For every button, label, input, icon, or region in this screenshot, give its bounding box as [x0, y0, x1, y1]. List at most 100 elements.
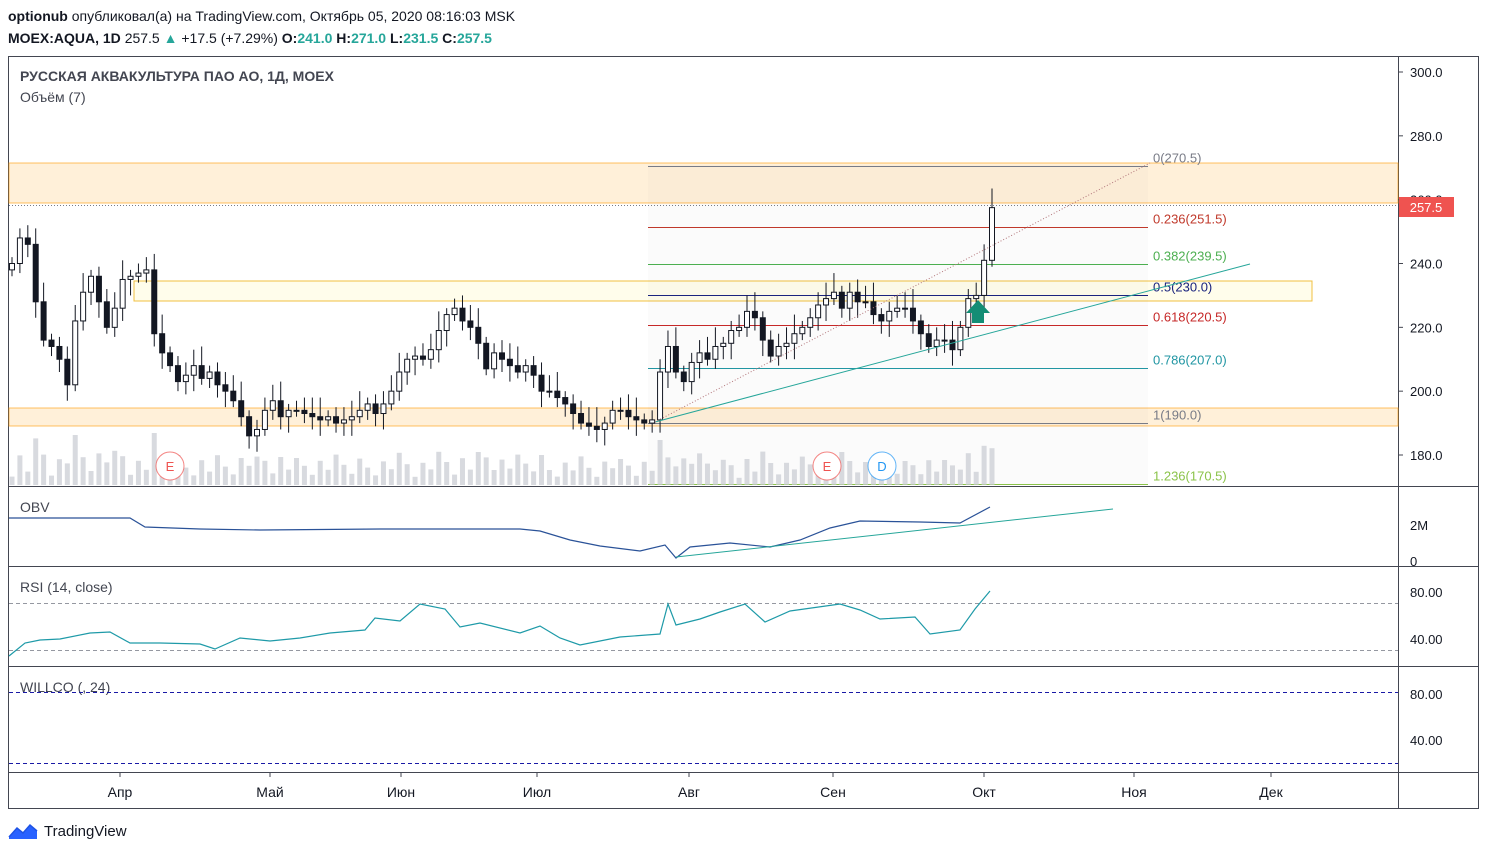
volume-bar	[278, 457, 284, 485]
candle-body	[443, 314, 450, 332]
volume-bar	[191, 475, 197, 485]
price-tick-label: 180.0	[1410, 448, 1443, 463]
volume-bar	[863, 462, 869, 485]
price-tick-label: 280.0	[1410, 129, 1443, 144]
event-marker-earnings-2[interactable]: E	[812, 451, 842, 481]
volume-bar	[981, 445, 987, 485]
fib-retracement[interactable]: 0(270.5) 0.236(251.5) 0.382(239.5) 0.5(230.…	[648, 151, 1227, 485]
volume-bar	[459, 458, 465, 485]
candle-body	[989, 207, 995, 261]
candle-body	[917, 320, 924, 335]
candle-body	[451, 307, 458, 316]
up-arrow-icon[interactable]	[966, 300, 990, 323]
candle-body	[40, 301, 47, 341]
volume-bar	[523, 463, 529, 485]
obv-title: OBV	[20, 499, 50, 515]
volume-bar	[704, 463, 710, 485]
chart-frame	[8, 56, 1479, 809]
volume-bar	[554, 476, 560, 485]
volume-bar	[760, 451, 766, 485]
candle-body	[254, 428, 260, 437]
resistance-zone-top[interactable]	[8, 162, 1399, 204]
candle-body	[206, 371, 213, 379]
volume-bar	[689, 463, 695, 485]
candle-body	[704, 352, 711, 360]
time-axis[interactable]: Апр Май Июн Июл Авг Сен Окт Ноя Дек	[108, 772, 1284, 800]
candle-body	[143, 269, 150, 274]
volume-bar	[341, 464, 347, 485]
candle-body	[56, 345, 63, 360]
volume-bar	[33, 438, 39, 485]
volume-bar	[728, 465, 734, 485]
trend-line-support[interactable]	[654, 263, 1251, 423]
close-label: C:	[442, 30, 457, 46]
open-label: O:	[281, 30, 298, 46]
tradingview-footer[interactable]: TradingView	[8, 822, 127, 840]
publish-info: optionub опубликовал(а) на TradingView.c…	[8, 8, 515, 24]
candle-body	[309, 413, 316, 418]
event-marker-earnings-1[interactable]: E	[155, 451, 185, 481]
candle-body	[317, 416, 324, 421]
candle-body	[799, 326, 806, 335]
volume-bar	[546, 470, 552, 485]
volume-bar	[380, 461, 386, 485]
candle-body	[696, 352, 703, 363]
volume-bar	[649, 470, 655, 485]
candle-body	[759, 317, 766, 341]
candle-body	[483, 342, 490, 370]
fib-level-label: 0.236(251.5)	[1153, 212, 1227, 227]
candle-body	[246, 416, 253, 437]
candle-body	[285, 409, 292, 418]
candle-body	[412, 355, 419, 360]
support-zone[interactable]	[8, 407, 1399, 427]
volume-bar	[483, 457, 489, 485]
volume-bar	[847, 461, 853, 485]
fib-level-label: 0.382(239.5)	[1153, 249, 1227, 264]
candle-body	[633, 416, 640, 421]
time-tick-label: Сен	[820, 784, 846, 800]
candle-body	[949, 339, 956, 351]
volume-bar	[357, 458, 363, 485]
volume-bar	[17, 455, 23, 485]
volume-bar	[918, 474, 924, 485]
candle-body	[103, 301, 110, 328]
volume-bar	[49, 475, 55, 485]
candle-body	[48, 339, 55, 347]
event-marker-dividend[interactable]: D	[867, 451, 897, 481]
candle-body	[293, 409, 300, 412]
volume-bar	[25, 471, 31, 485]
volume-bar	[855, 472, 861, 485]
volume-bar	[317, 460, 323, 485]
trend-line-dotted[interactable]	[654, 162, 1151, 423]
candle-body	[807, 317, 814, 328]
volume-bar	[444, 462, 450, 485]
volume-bar	[246, 465, 252, 485]
volume-bar	[404, 464, 410, 485]
volume-bar	[515, 454, 521, 485]
candle-body	[562, 397, 569, 405]
candle-body	[198, 365, 205, 379]
candle-body	[728, 330, 735, 344]
candle-body	[9, 263, 15, 271]
candle-body	[736, 326, 743, 332]
obv-tick-2m: 2M	[1410, 518, 1428, 533]
volume-bar	[420, 462, 426, 485]
candle-body	[862, 301, 869, 304]
candle-body	[688, 361, 695, 383]
willco-tick-40: 40.00	[1410, 733, 1443, 748]
price-tick-label: 220.0	[1410, 320, 1443, 335]
candle-body	[72, 320, 79, 386]
obv-trend-line[interactable]	[675, 508, 1114, 558]
volume-bar	[222, 466, 228, 485]
candle-body	[80, 291, 87, 322]
volume-bar	[910, 465, 916, 485]
candle-body	[657, 371, 664, 421]
candle-body	[506, 358, 513, 367]
close-value: 257.5	[456, 30, 492, 46]
tradingview-brand: TradingView	[44, 822, 127, 840]
author-name[interactable]: optionub	[8, 8, 68, 24]
candle-body	[491, 352, 498, 370]
publish-text: опубликовал(а) на TradingView.com, Октяб…	[71, 8, 516, 24]
